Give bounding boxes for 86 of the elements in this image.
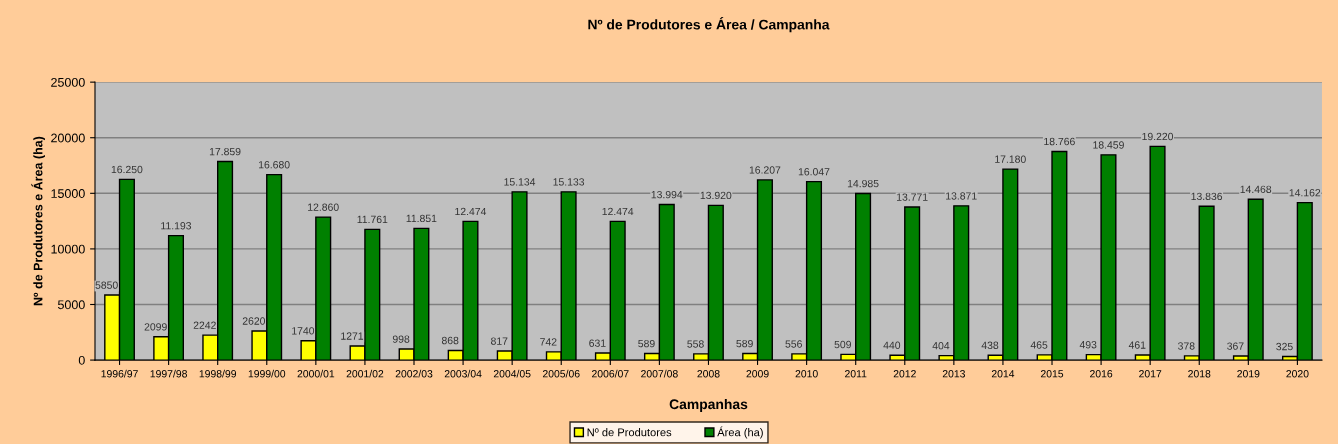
data-label: 13.871 (946, 192, 977, 200)
data-label: 461 (1128, 341, 1146, 349)
data-label: 19.220 (1142, 132, 1174, 141)
x-tick-label: 1999/00 (248, 369, 286, 378)
x-tick-label: 2012 (893, 370, 916, 378)
data-label: 509 (834, 340, 851, 349)
x-tick-label: 2009 (746, 370, 769, 378)
data-label: 12.474 (602, 207, 634, 216)
legend-label: Área (ha) (717, 426, 763, 439)
x-tick-label: 2010 (795, 370, 818, 378)
data-label: 16.680 (259, 161, 290, 169)
data-label: 17.180 (995, 155, 1026, 163)
x-tick-label: 2017 (1139, 370, 1162, 378)
data-label: 589 (638, 339, 655, 348)
x-tick-label: 2000/01 (297, 369, 335, 378)
data-label: 14.468 (1240, 185, 1272, 194)
x-tick-label: 1997/98 (150, 369, 187, 378)
x-tick-label: 2020 (1286, 370, 1309, 378)
data-label: 15.133 (553, 178, 585, 186)
x-tick-label: 2005/06 (542, 369, 580, 378)
x-tick-label: 2011 (845, 370, 867, 378)
legend-label: Nº de Produtores (587, 428, 672, 437)
x-tick-label: 1998/99 (199, 369, 237, 378)
data-label: 11.761 (357, 215, 388, 224)
data-label: 440 (883, 341, 901, 349)
data-label: 13.994 (651, 190, 683, 199)
x-tick-label: 2001/02 (346, 369, 384, 378)
data-label: 2620 (242, 317, 266, 325)
x-axis-title: Campanhas (669, 398, 748, 412)
data-label: 18.459 (1093, 141, 1124, 149)
data-label: 14.162 (1289, 189, 1321, 197)
data-label: 16.250 (111, 165, 143, 174)
data-label: 14.985 (847, 179, 879, 188)
data-label: 11.851 (406, 214, 437, 223)
x-tick-label: 2014 (991, 370, 1015, 378)
x-tick-label: 2006/07 (592, 369, 629, 378)
data-label: 13.771 (897, 193, 928, 201)
data-label: 5850 (95, 281, 118, 289)
data-label: 15.134 (504, 178, 536, 186)
data-label: 16.207 (749, 166, 781, 174)
data-label: 12.474 (455, 207, 487, 216)
x-tick-label: 2016 (1090, 370, 1113, 378)
data-label: 1740 (292, 327, 315, 335)
x-tick-label: 2008 (697, 370, 720, 378)
y-tick-label: 20000 (51, 133, 85, 143)
data-label: 11.193 (161, 222, 192, 230)
data-label: 589 (736, 339, 753, 348)
data-label: 558 (687, 340, 704, 348)
x-tick-label: 1996/97 (101, 369, 138, 378)
x-tick-label: 2004/05 (493, 369, 531, 378)
data-label: 1271 (341, 332, 364, 340)
data-label: 325 (1276, 342, 1293, 351)
chart-title: Nº de Produtores e Área / Campanha (588, 17, 830, 33)
y-tick-label: 15000 (51, 189, 85, 198)
y-tick-label: 0 (78, 355, 85, 365)
x-tick-label: 2015 (1040, 370, 1064, 378)
data-label: 2242 (193, 321, 216, 329)
data-label: 631 (589, 339, 606, 347)
data-label: 868 (441, 336, 459, 345)
x-tick-label: 2007/08 (641, 369, 678, 378)
y-tick-label: 10000 (51, 244, 85, 254)
data-label: 438 (981, 341, 999, 349)
x-tick-label: 2002/03 (395, 369, 433, 378)
data-label: 13.920 (700, 191, 732, 200)
data-label: 17.859 (209, 147, 241, 156)
data-label: 742 (540, 338, 557, 346)
y-tick-label: 25000 (51, 77, 85, 87)
x-tick-label: 2019 (1237, 370, 1260, 378)
data-label: 18.766 (1044, 137, 1075, 146)
data-label: 12.860 (308, 203, 339, 211)
data-label: 493 (1079, 341, 1097, 349)
x-tick-label: 2018 (1188, 370, 1211, 378)
data-label: 556 (785, 340, 802, 348)
y-tick-label: 5000 (57, 300, 85, 310)
data-label: 998 (392, 335, 410, 343)
data-label: 13.836 (1191, 192, 1223, 201)
data-label: 16.047 (798, 168, 830, 176)
data-label: 817 (491, 337, 508, 345)
y-axis-title: Nº de Produtores e Área (ha) (31, 136, 45, 306)
data-label: 404 (932, 341, 950, 350)
x-tick-label: 2003/04 (444, 369, 482, 378)
data-label: 378 (1178, 342, 1195, 350)
data-label: 465 (1030, 341, 1048, 349)
data-label: 367 (1227, 342, 1244, 350)
data-label: 2099 (144, 323, 167, 331)
x-tick-label: 2013 (942, 370, 965, 378)
